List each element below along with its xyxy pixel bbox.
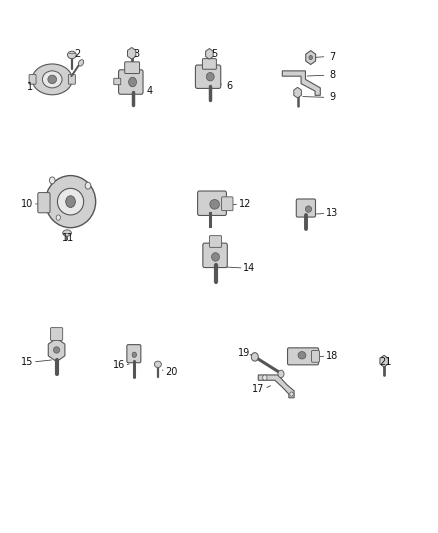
FancyBboxPatch shape xyxy=(296,199,315,217)
FancyBboxPatch shape xyxy=(125,62,140,74)
Ellipse shape xyxy=(67,51,76,59)
Text: 1: 1 xyxy=(27,82,33,92)
FancyBboxPatch shape xyxy=(50,328,63,341)
Text: 7: 7 xyxy=(329,52,336,61)
Ellipse shape xyxy=(129,77,137,87)
Ellipse shape xyxy=(53,347,60,353)
Ellipse shape xyxy=(210,199,219,209)
Polygon shape xyxy=(205,49,213,59)
FancyBboxPatch shape xyxy=(202,59,216,69)
Text: 17: 17 xyxy=(252,384,265,394)
Ellipse shape xyxy=(154,361,161,368)
Text: 2: 2 xyxy=(74,49,80,59)
Text: 20: 20 xyxy=(165,367,177,377)
Ellipse shape xyxy=(263,375,267,380)
Polygon shape xyxy=(283,71,320,95)
Ellipse shape xyxy=(85,182,91,189)
Ellipse shape xyxy=(305,206,311,212)
Ellipse shape xyxy=(251,353,258,361)
Text: 5: 5 xyxy=(212,49,218,59)
Text: 18: 18 xyxy=(326,351,339,361)
FancyBboxPatch shape xyxy=(288,348,318,365)
Ellipse shape xyxy=(278,370,284,377)
Text: 19: 19 xyxy=(238,348,251,358)
Ellipse shape xyxy=(57,188,84,215)
Polygon shape xyxy=(306,51,316,64)
Text: 21: 21 xyxy=(380,357,392,367)
Text: 3: 3 xyxy=(133,49,139,59)
FancyBboxPatch shape xyxy=(311,351,319,362)
FancyBboxPatch shape xyxy=(68,75,75,84)
Text: 13: 13 xyxy=(326,208,339,219)
Polygon shape xyxy=(48,338,65,362)
FancyBboxPatch shape xyxy=(114,78,121,85)
Ellipse shape xyxy=(49,177,55,184)
Text: 12: 12 xyxy=(239,199,251,209)
Polygon shape xyxy=(380,356,388,367)
Ellipse shape xyxy=(132,352,137,358)
FancyBboxPatch shape xyxy=(119,70,143,94)
Text: 6: 6 xyxy=(227,81,233,91)
FancyBboxPatch shape xyxy=(222,197,233,211)
Ellipse shape xyxy=(78,60,84,66)
Ellipse shape xyxy=(309,55,312,60)
FancyBboxPatch shape xyxy=(203,243,227,268)
Text: 11: 11 xyxy=(62,233,74,244)
Text: 15: 15 xyxy=(21,357,33,367)
FancyBboxPatch shape xyxy=(195,65,221,88)
Ellipse shape xyxy=(206,72,214,81)
Ellipse shape xyxy=(298,352,306,359)
FancyBboxPatch shape xyxy=(29,75,36,84)
Ellipse shape xyxy=(32,64,72,95)
FancyBboxPatch shape xyxy=(38,192,50,213)
Ellipse shape xyxy=(212,253,219,261)
Ellipse shape xyxy=(46,175,95,228)
FancyBboxPatch shape xyxy=(198,191,226,215)
Ellipse shape xyxy=(42,71,62,88)
FancyBboxPatch shape xyxy=(209,236,222,247)
Text: 8: 8 xyxy=(329,70,336,80)
Text: 9: 9 xyxy=(329,92,336,102)
Ellipse shape xyxy=(290,392,293,396)
Ellipse shape xyxy=(66,196,75,207)
Polygon shape xyxy=(258,375,294,398)
Text: 14: 14 xyxy=(244,263,256,273)
FancyBboxPatch shape xyxy=(127,345,141,363)
Polygon shape xyxy=(127,47,136,59)
Polygon shape xyxy=(294,87,301,98)
Text: 10: 10 xyxy=(21,199,33,209)
Ellipse shape xyxy=(63,230,71,236)
Ellipse shape xyxy=(56,215,60,220)
Text: 4: 4 xyxy=(146,86,152,96)
Ellipse shape xyxy=(48,75,57,84)
Text: 16: 16 xyxy=(113,360,125,370)
